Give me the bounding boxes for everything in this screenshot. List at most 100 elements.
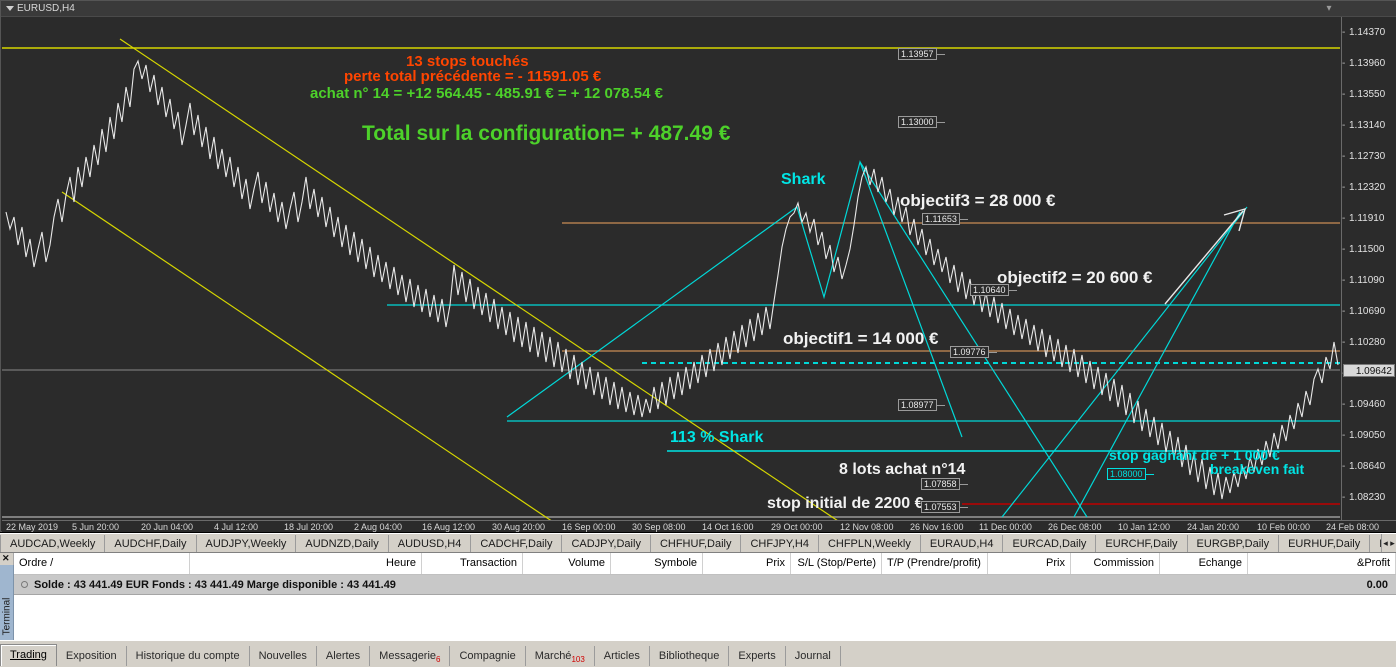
time-tick-label: 22 May 2019 bbox=[6, 522, 59, 532]
terminal-tab-bar[interactable]: Trading Exposition Historique du compte Nou… bbox=[0, 640, 1396, 667]
tab-nouvelles[interactable]: Nouvelles bbox=[250, 646, 317, 666]
annotation-shark-113[interactable]: 113 % Shark bbox=[670, 429, 764, 446]
price-tick-label: 1.11910 bbox=[1349, 213, 1385, 224]
column-header-heure[interactable]: Heure bbox=[190, 553, 422, 574]
arrow-shaft bbox=[1164, 210, 1244, 305]
symbol-tab-audnzd-daily[interactable]: AUDNZD,Daily bbox=[296, 535, 389, 552]
chart-titlebar[interactable]: EURUSD,H4 ▾ bbox=[1, 1, 1396, 17]
tab-trading[interactable]: Trading bbox=[0, 644, 57, 666]
tab-compagnie[interactable]: Compagnie bbox=[450, 646, 526, 666]
price-tag-1-07858[interactable]: 1.07858 bbox=[921, 478, 968, 490]
chart-title: EURUSD,H4 bbox=[17, 3, 75, 14]
column-header-symbole[interactable]: Symbole bbox=[611, 553, 703, 574]
price-tick: -1.13550 bbox=[1342, 89, 1396, 101]
price-tick: -1.12730 bbox=[1342, 151, 1396, 163]
annotation-shark-label[interactable]: Shark bbox=[781, 171, 826, 188]
annotation-achat-14[interactable]: achat n° 14 = +12 564.45 - 485.91 € = + … bbox=[310, 85, 663, 102]
terminal-order-list[interactable] bbox=[14, 595, 1396, 645]
price-tag-1-08977[interactable]: 1.08977 bbox=[898, 399, 945, 411]
price-tick: -1.09050 bbox=[1342, 430, 1396, 442]
annotation-lots-achat[interactable]: 8 lots achat n°14 bbox=[839, 461, 966, 478]
price-tag-1-10640[interactable]: 1.10640 bbox=[970, 284, 1017, 296]
column-header-ordre[interactable]: Ordre / bbox=[14, 553, 190, 574]
tab-badge: 6 bbox=[436, 655, 441, 665]
annotation-stops-touches[interactable]: 13 stops touchés bbox=[406, 53, 529, 70]
symbol-tab-cadchf-daily[interactable]: CADCHF,Daily bbox=[471, 535, 563, 552]
price-tag-1-13957[interactable]: 1.13957 bbox=[898, 48, 945, 60]
tab-bibliotheque[interactable]: Bibliotheque bbox=[650, 646, 730, 666]
tab-label: Compagnie bbox=[459, 650, 516, 662]
symbol-tab-cadjpy-daily[interactable]: CADJPY,Daily bbox=[562, 535, 651, 552]
column-header-transaction[interactable]: Transaction bbox=[423, 553, 523, 574]
price-tick-label: 1.10280 bbox=[1349, 337, 1386, 348]
price-scale[interactable]: -1.14370-1.13960-1.13550-1.13140-1.12730… bbox=[1341, 17, 1396, 565]
price-tag-1-11653[interactable]: 1.11653 bbox=[922, 213, 968, 225]
column-header-prix2[interactable]: Prix bbox=[987, 553, 1071, 574]
terminal-column-header[interactable]: Ordre / Heure Transaction Volume Symbole Prix… bbox=[14, 553, 1396, 575]
tab-articles[interactable]: Articles bbox=[595, 646, 650, 666]
symbol-tab-chfpln-weekly[interactable]: CHFPLN,Weekly bbox=[819, 535, 921, 552]
tab-journal[interactable]: Journal bbox=[786, 646, 841, 666]
close-icon[interactable]: ✕ bbox=[2, 553, 10, 563]
annotation-objectif2[interactable]: objectif2 = 20 600 € bbox=[997, 268, 1153, 287]
symbol-tab-eurhuf-daily[interactable]: EURHUF,Daily bbox=[1279, 535, 1371, 552]
tick-dash-icon: - bbox=[1342, 89, 1346, 100]
annotation-objectif1[interactable]: objectif1 = 14 000 € bbox=[783, 329, 939, 348]
symbol-tab-audjpy-weekly[interactable]: AUDJPY,Weekly bbox=[197, 535, 297, 552]
annotation-perte-total[interactable]: perte total précédente = - 11591.05 € bbox=[344, 68, 602, 85]
tab-label: Journal bbox=[794, 650, 831, 662]
column-header-commission[interactable]: Commission bbox=[1072, 553, 1160, 574]
symbol-tab-chfhuf-daily[interactable]: CHFHUF,Daily bbox=[651, 535, 742, 552]
symbol-tab-chfjpy-h4[interactable]: CHFJPY,H4 bbox=[741, 535, 819, 552]
symbol-tab-audcad-weekly[interactable]: AUDCAD,Weekly bbox=[0, 535, 106, 552]
symbol-tab-eurgbp-daily[interactable]: EURGBP,Daily bbox=[1188, 535, 1280, 552]
symbol-tab-audchf-daily[interactable]: AUDCHF,Daily bbox=[105, 535, 197, 552]
price-tick: -1.11910 bbox=[1342, 213, 1396, 225]
tab-messagerie[interactable]: Messagerie6 bbox=[370, 646, 451, 666]
price-tick-label: 1.14370 bbox=[1349, 27, 1386, 38]
symbol-tab-euraud-h4[interactable]: EURAUD,H4 bbox=[921, 535, 1004, 552]
symbol-tab-strip[interactable]: AUDCAD,Weekly AUDCHF,Daily AUDJPY,Weekly AU… bbox=[0, 533, 1396, 553]
arrow-head-icon bbox=[1223, 207, 1247, 232]
annotation-breakeven[interactable]: breakeven fait bbox=[1210, 461, 1305, 477]
shark-pattern-line bbox=[506, 160, 963, 438]
column-header-sl[interactable]: S/L (Stop/Perte) bbox=[791, 553, 882, 574]
price-tag-1-13000[interactable]: 1.13000 bbox=[898, 116, 945, 128]
annotation-objectif3[interactable]: objectif3 = 28 000 € bbox=[900, 191, 1056, 210]
price-tag-1-08000[interactable]: 1.08000 bbox=[1107, 468, 1154, 480]
annotation-stop-initial[interactable]: stop initial de 2200 € bbox=[767, 495, 924, 512]
chart-plot-area[interactable]: 13 stops touchés perte total précédente =… bbox=[2, 17, 1340, 520]
column-header-volume[interactable]: Volume bbox=[523, 553, 611, 574]
column-header-tp[interactable]: T/P (Prendre/profit) bbox=[882, 553, 988, 574]
price-tick: -1.12320 bbox=[1342, 182, 1396, 194]
tab-march-[interactable]: Marché103 bbox=[526, 646, 595, 666]
time-tick-label: 24 Jan 20:00 bbox=[1187, 522, 1240, 532]
tick-dash-icon: - bbox=[1342, 120, 1346, 131]
symbol-tab-eurcad-daily[interactable]: EURCAD,Daily bbox=[1003, 535, 1097, 552]
balance-row[interactable]: Solde : 43 441.49 EUR Fonds : 43 441.49 … bbox=[14, 575, 1396, 595]
tab-alertes[interactable]: Alertes bbox=[317, 646, 371, 666]
annotation-total-config[interactable]: Total sur la configuration= + 487.49 € bbox=[362, 122, 731, 145]
time-scale[interactable]: 22 May 2019 5 Jun 20:00 20 Jun 04:00 4 Jul … bbox=[2, 520, 1396, 532]
tab-experts[interactable]: Experts bbox=[729, 646, 786, 666]
time-tick-label: 24 Feb 08:00 bbox=[1326, 522, 1380, 532]
tab-label: Exposition bbox=[65, 650, 117, 662]
symbol-tab-eurchf-daily[interactable]: EURCHF,Daily bbox=[1096, 535, 1188, 552]
chart-window: EURUSD,H4 ▾ bbox=[0, 0, 1396, 565]
price-tag-1-09776[interactable]: 1.09776 bbox=[950, 346, 997, 358]
minimize-icon[interactable]: ▾ bbox=[1326, 3, 1332, 14]
expand-icon[interactable] bbox=[21, 581, 28, 588]
column-header-prix1[interactable]: Prix bbox=[703, 553, 791, 574]
tab-label: Articles bbox=[603, 650, 640, 662]
symbol-tab-audusd-h4[interactable]: AUDUSD,H4 bbox=[389, 535, 472, 552]
tab-exposition[interactable]: Exposition bbox=[57, 646, 127, 666]
price-series bbox=[5, 59, 1339, 500]
chevron-down-icon[interactable] bbox=[6, 6, 14, 11]
column-header-echange[interactable]: Echange bbox=[1160, 553, 1248, 574]
column-header-profit[interactable]: &Profit bbox=[1248, 553, 1396, 574]
tab-historique-du-compte[interactable]: Historique du compte bbox=[127, 646, 250, 666]
symbol-tab-scroll-button[interactable]: ◂ ▸ bbox=[1381, 534, 1396, 552]
annotation-stop-gagnant[interactable]: stop gagnant de + 1 000 € bbox=[1109, 447, 1280, 463]
price-tick: -1.10690 bbox=[1342, 306, 1396, 318]
price-tag-1-07553[interactable]: 1.07553 bbox=[921, 501, 968, 513]
